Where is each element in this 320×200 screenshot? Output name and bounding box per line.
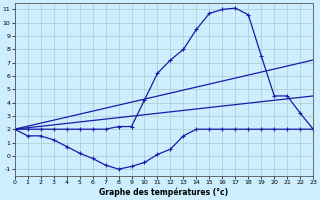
X-axis label: Graphe des températures (°c): Graphe des températures (°c) <box>100 188 228 197</box>
